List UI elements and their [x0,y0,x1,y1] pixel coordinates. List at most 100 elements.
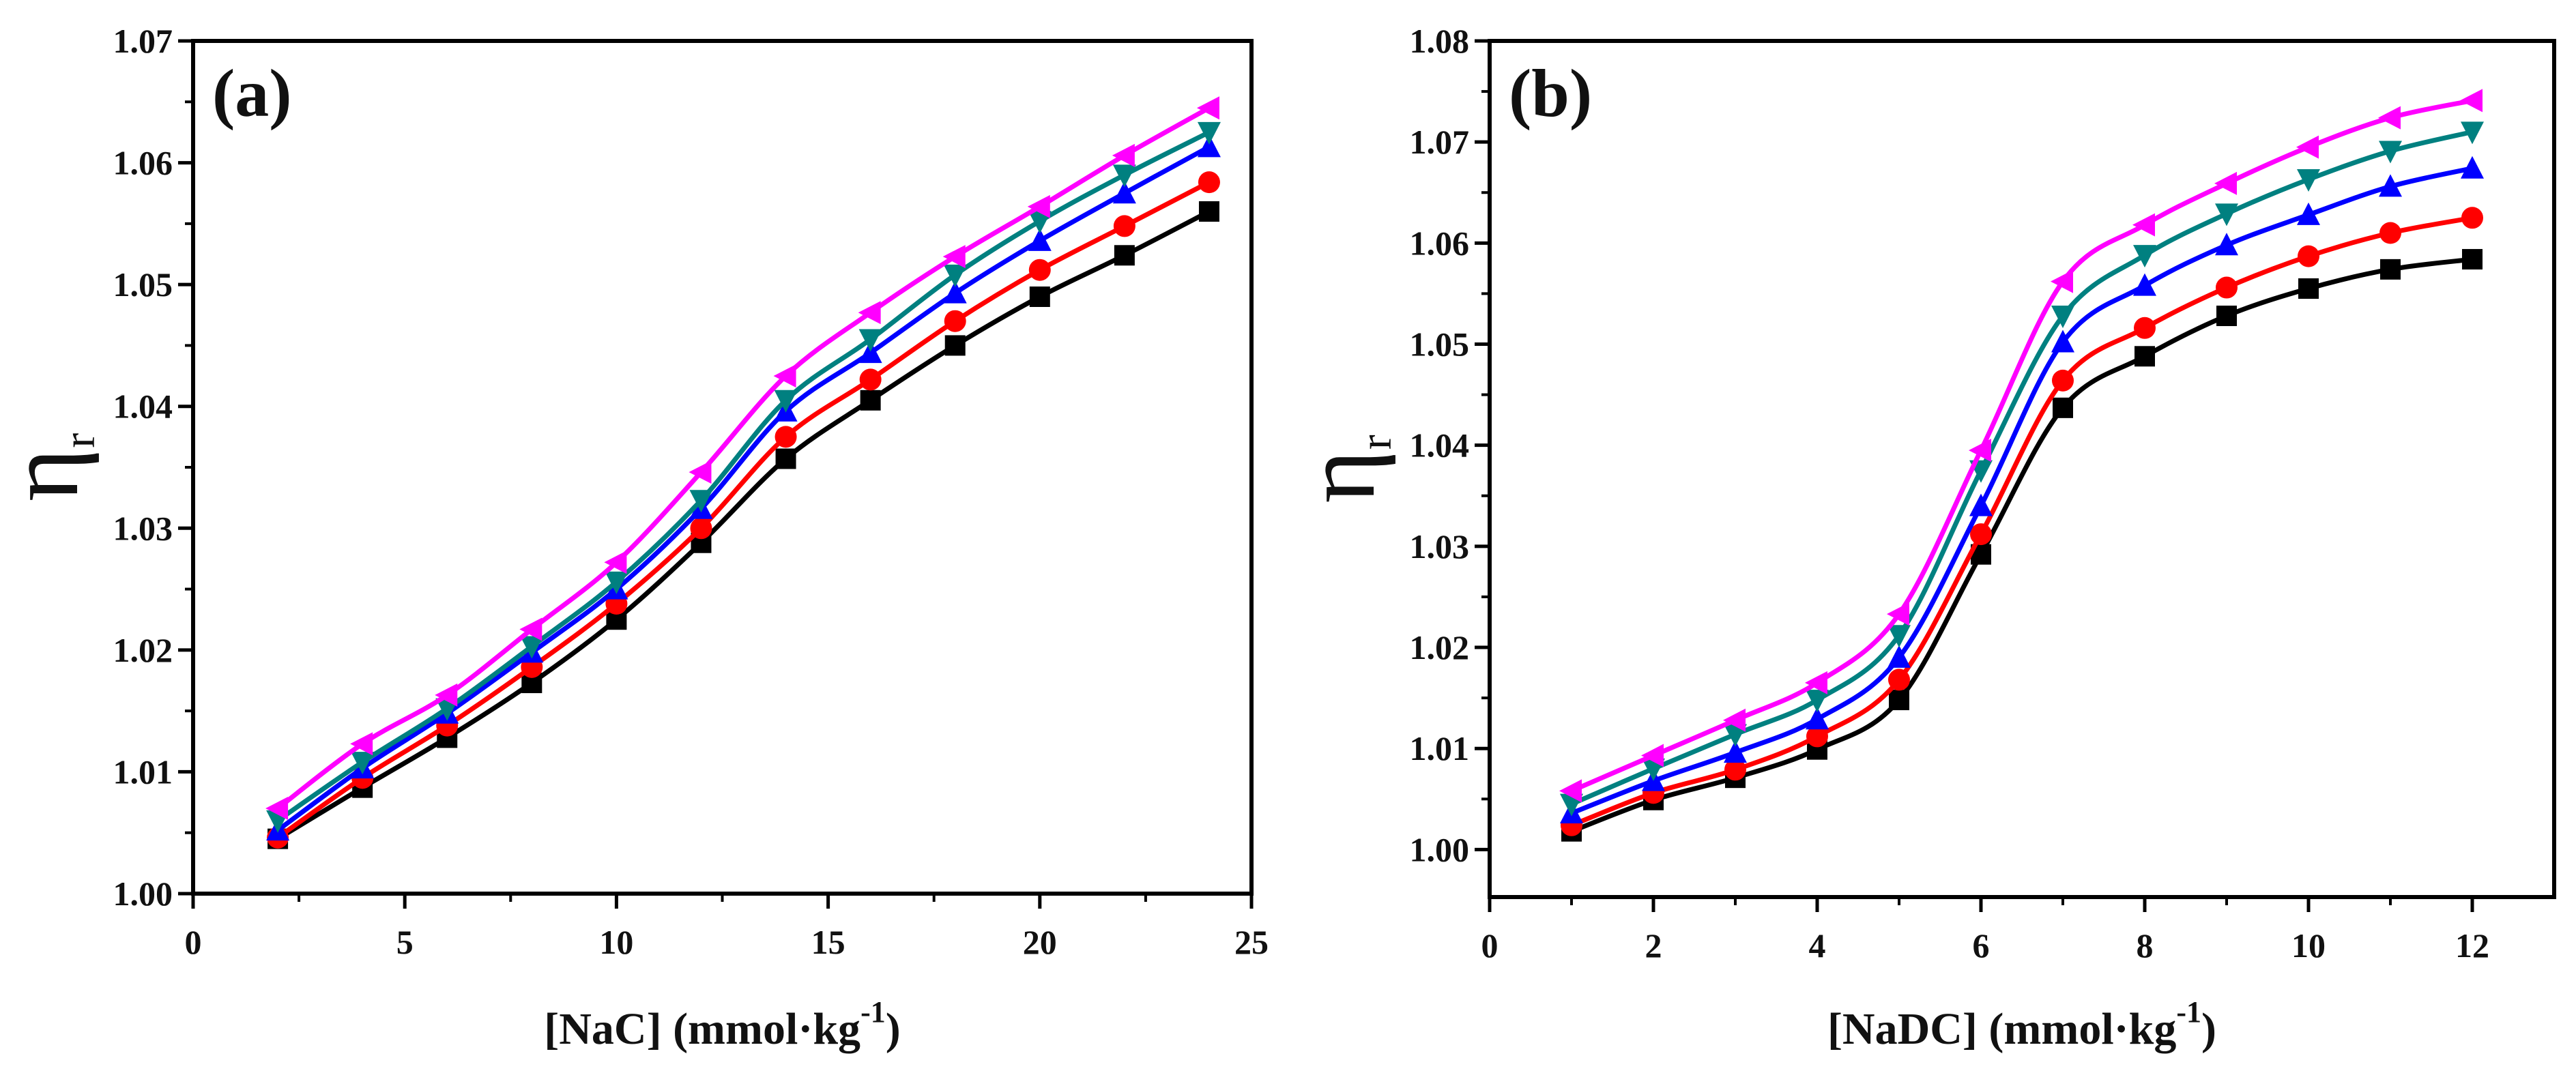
data-point [2133,273,2156,296]
data-point [265,797,289,820]
y-tick-label: 1.04 [113,387,173,426]
x-axis-title-text: [NaDC] (mmol·kg [1827,1004,2176,1054]
panel-label: (a) [212,55,292,131]
x-axis-title-end: ) [886,1004,901,1054]
y-tick-label: 1.02 [113,631,173,669]
data-point [1806,725,1828,748]
data-point [2298,278,2319,299]
data-point [689,460,712,484]
data-point [2134,346,2155,367]
y-tick-label: 1.04 [1410,426,1470,465]
data-point [2134,317,2156,339]
data-point [1641,744,1664,767]
series-4 [1560,121,2484,817]
data-point [2460,89,2483,113]
data-point [1197,134,1221,158]
data-point [1806,707,1829,730]
data-point [350,732,373,756]
series-line [276,130,1211,823]
data-point [1889,690,1909,711]
x-axis-title: [NaC] (mmol·kg-1) [544,995,900,1054]
x-axis-title-sup: -1 [2176,995,2201,1029]
data-point [2053,397,2073,418]
data-point [1888,669,1910,691]
y-tick-label: 1.07 [1410,123,1470,161]
data-point [1112,143,1135,167]
y-tick-label: 1.03 [1410,527,1470,566]
data-point [1806,690,1829,713]
data-point [942,245,966,269]
data-point [944,310,966,332]
x-tick-label: 5 [396,923,414,961]
y-axis-title-sub: r [55,433,104,448]
y-axis-title: ηr [0,433,104,501]
y-axis-title: ηr [1283,435,1401,503]
data-point [2379,174,2402,197]
data-point [858,340,882,364]
data-point [773,364,796,388]
data-point [2380,259,2401,280]
data-point [1887,625,1911,648]
series-1 [1561,249,2483,842]
data-point [2297,168,2320,192]
y-axis-title-sub: r [1351,435,1401,450]
data-point [1969,493,1993,516]
data-point [690,517,712,540]
series-4 [266,121,1221,833]
data-point [2379,141,2402,164]
data-point [1027,194,1050,218]
data-point [858,301,881,325]
data-point [2133,245,2156,268]
data-point [604,551,627,574]
y-tick-label: 1.08 [1410,22,1470,60]
data-point [1724,759,1746,781]
data-point [775,426,797,448]
panel-label: (b) [1509,55,1592,131]
data-point [2462,249,2483,270]
data-point [1198,201,1219,222]
data-point [2051,329,2074,353]
data-point [1724,740,1747,763]
data-point [1112,181,1136,204]
data-point [1969,439,1991,463]
plot-frame [191,39,1254,896]
data-point [605,571,628,594]
data-point [1970,523,1992,546]
data-point [2461,121,2484,145]
series-5 [265,96,1219,820]
series-line [1570,129,2473,806]
data-point [1887,645,1911,668]
series-3 [1560,156,2484,824]
x-tick-label: 25 [1234,923,1269,961]
data-point [2214,171,2237,195]
x-axis-title: [NaDC] (mmol·kg-1) [1827,995,2216,1054]
data-point [1028,259,1051,281]
y-tick-label: 1.07 [113,22,173,60]
data-point [2216,276,2238,299]
data-point [860,390,881,411]
data-point [351,752,375,775]
x-tick-label: 2 [1645,926,1662,965]
data-point [2379,222,2401,244]
y-tick-label: 1.01 [113,752,173,791]
panel-b: 0 2 4 6 8 10 12 1.00 1.01 1.02 1.03 1.04 1.05 1.06 1.0… [1283,22,2556,1054]
y-tick-label: 1.05 [1410,325,1470,364]
data-point [519,617,542,641]
y-tick-label: 1.03 [113,509,173,547]
data-point [689,490,713,513]
data-point [2296,135,2319,159]
data-point [1114,245,1135,266]
y-tick-label: 1.05 [113,265,173,304]
y-tick-label: 1.06 [1410,224,1470,262]
y-tick-label: 1.00 [113,875,173,913]
y-axis-title-text: η [1283,450,1396,503]
data-point [2215,233,2238,256]
y-axis-title-text: η [0,448,100,501]
data-point [1028,228,1052,251]
data-point [1113,215,1135,237]
series-1 [267,201,1219,849]
x-tick-label: 4 [1809,926,1826,965]
data-point [2215,203,2238,226]
x-axis-title-text: [NaC] (mmol·kg [544,1004,860,1054]
data-point [858,329,882,352]
